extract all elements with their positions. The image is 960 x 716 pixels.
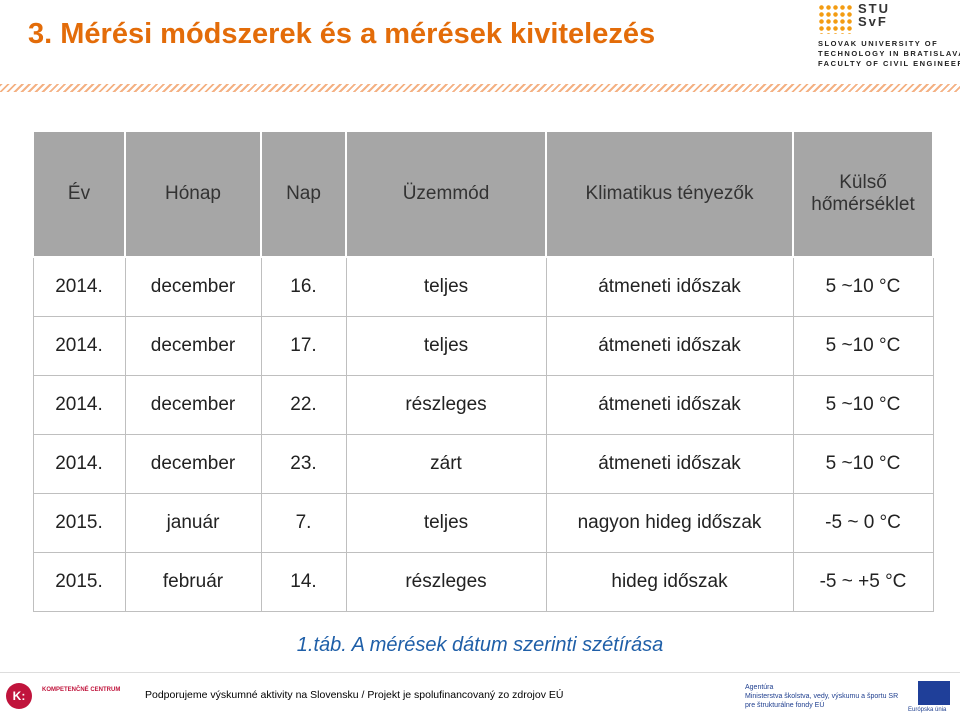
column-header: Év [32, 132, 126, 258]
column-header: Hónap [124, 132, 262, 258]
table-cell: -5 ~ 0 °C [792, 493, 934, 553]
table-cell: 5 ~10 °C [792, 434, 934, 494]
table-cell: részleges [345, 375, 547, 435]
table-cell: teljes [345, 256, 547, 317]
table-cell: átmeneti időszak [545, 316, 794, 376]
table-cell: december [124, 375, 262, 435]
table-cell: december [124, 256, 262, 317]
table-cell: 2014. [32, 434, 126, 494]
title-rule [0, 84, 960, 92]
logo-mark-line: STU [858, 1, 890, 16]
data-table: Év Hónap Nap Üzemmód Klimatikus tényezők Küls… [32, 132, 934, 612]
eu-flag [918, 681, 950, 705]
table-cell: -5 ~ +5 °C [792, 552, 934, 612]
slide-title: 3. Mérési módszerek és a mérések kivitel… [28, 18, 656, 50]
table-cell: 5 ~10 °C [792, 316, 934, 376]
table-row: 2014. december 17. teljes átmeneti időszak 5 … [32, 316, 934, 376]
footer: K: KOMPETENČNÉ CENTRUM Podporujeme výsku… [0, 672, 960, 716]
logo-line: SLOVAK UNIVERSITY OF [818, 39, 939, 48]
table-cell: 16. [260, 256, 347, 317]
table-row: 2015. február 14. részleges hideg időszak -5 … [32, 552, 934, 612]
logo-mark-line: SvF [858, 14, 888, 29]
logo-dots [818, 4, 854, 34]
table-cell: december [124, 434, 262, 494]
table-cell: 2014. [32, 316, 126, 376]
table-cell: 14. [260, 552, 347, 612]
table-cell: átmeneti időszak [545, 256, 794, 317]
agency-line: Agentúra [745, 684, 774, 691]
column-header: Üzemmód [345, 132, 547, 258]
table-cell: részleges [345, 552, 547, 612]
agency-line: Ministerstva školstva, vedy, výskumu a š… [745, 693, 899, 700]
column-header: Nap [260, 132, 347, 258]
table-cell: teljes [345, 493, 547, 553]
footer-text: Podporujeme výskumné aktivity na Slovens… [145, 689, 564, 701]
table-row: 2015. január 7. teljes nagyon hideg időszak -… [32, 493, 934, 553]
table-cell: 2014. [32, 256, 126, 317]
table-cell: átmeneti időszak [545, 434, 794, 494]
table-cell: 17. [260, 316, 347, 376]
footer-logo-name: KOMPETENČNÉ CENTRUM [42, 687, 121, 693]
table-cell: hideg időszak [545, 552, 794, 612]
agency-line: pre štrukturálne fondy EÚ [745, 702, 825, 709]
table-cell: nagyon hideg időszak [545, 493, 794, 553]
table-row: 2014. december 23. zárt átmeneti időszak 5 ~1… [32, 434, 934, 494]
table-cell: teljes [345, 316, 547, 376]
table-cell: 2015. [32, 552, 126, 612]
table-row: 2014. december 22. részleges átmeneti idősza… [32, 375, 934, 435]
table-body: 2014. december 16. teljes átmeneti időszak 5 … [32, 256, 934, 612]
table-caption: 1.táb. A mérések dátum szerinti szétírás… [296, 634, 664, 656]
table-cell: február [124, 552, 262, 612]
column-header: Külső hőmérséklet [792, 132, 934, 258]
column-header: Klimatikus tényezők [545, 132, 794, 258]
table-cell: 22. [260, 375, 347, 435]
eu-label: Európska únia [908, 707, 947, 713]
table-cell: december [124, 316, 262, 376]
table-cell: 2015. [32, 493, 126, 553]
table-row: 2014. december 16. teljes átmeneti időszak 5 … [32, 256, 934, 317]
footer-logo: K: [6, 683, 32, 709]
logo-text: SLOVAK UNIVERSITY OF TECHNOLOGY IN BRATIS… [818, 39, 960, 69]
header-row: Év Hónap Nap Üzemmód Klimatikus tényezők Küls… [32, 132, 934, 258]
logo-mark: STU SvF [858, 2, 890, 28]
table-cell: 7. [260, 493, 347, 553]
table-cell: 5 ~10 °C [792, 256, 934, 317]
table-cell: 23. [260, 434, 347, 494]
agency-logo: Agentúra Ministerstva školstva, vedy, výs… [745, 683, 898, 710]
table-cell: 2014. [32, 375, 126, 435]
logo-line: TECHNOLOGY IN BRATISLAVA [818, 49, 960, 58]
logo-line: FACULTY OF CIVIL ENGINEERING [818, 59, 960, 68]
table-cell: 5 ~10 °C [792, 375, 934, 435]
table-cell: január [124, 493, 262, 553]
table-cell: zárt [345, 434, 547, 494]
table-cell: átmeneti időszak [545, 375, 794, 435]
